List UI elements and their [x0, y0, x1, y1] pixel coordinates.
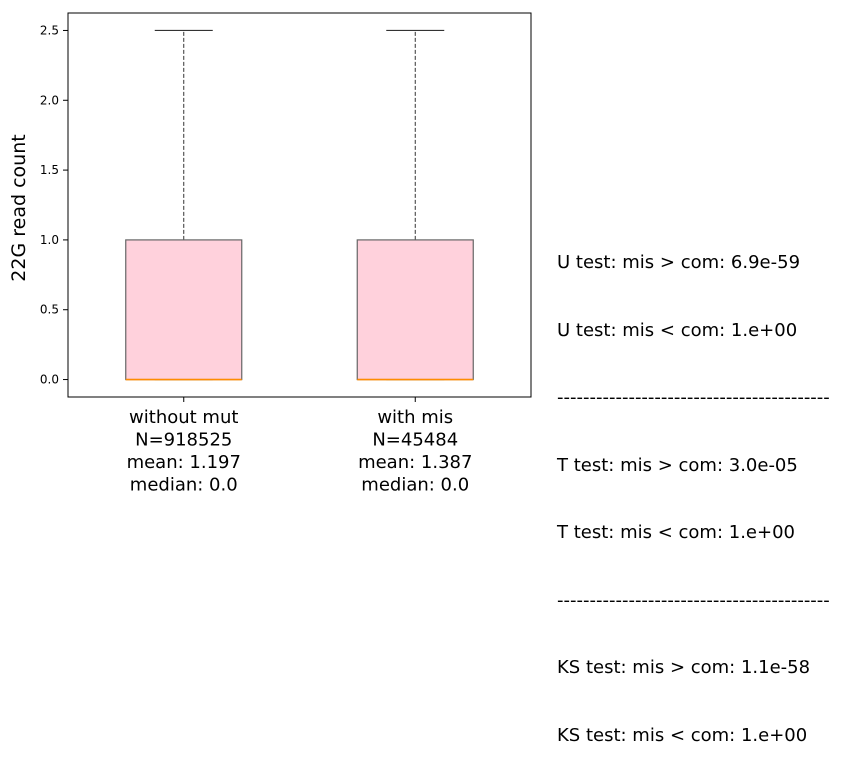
x-tick-label: without mut [129, 407, 238, 428]
ks-test-less: KS test: mis < com: 1.e+00 [557, 724, 808, 746]
u-test-greater: U test: mis > com: 6.9e-59 [557, 252, 801, 273]
y-tick-label: 0.5 [40, 303, 59, 317]
box-plot: 22G read count 0.0 0.5 1.0 1.5 2.0 2.5 without… [8, 12, 532, 496]
separator: ----------------------------------------… [557, 387, 830, 408]
t-test-less: T test: mis < com: 1.e+00 [557, 522, 795, 543]
statistics-panel: U test: mis > com: 6.9e-59 U test: mis <… [557, 207, 830, 770]
box [356, 239, 474, 381]
y-tick-label: 1.0 [40, 233, 59, 247]
x-tick-label: mean: 1.387 [358, 452, 472, 473]
y-tick-label: 2.5 [40, 23, 59, 37]
x-tick-label: with mis [377, 407, 453, 428]
y-tick-label: 1.5 [40, 163, 59, 177]
separator: ----------------------------------------… [557, 589, 830, 611]
u-test-less: U test: mis < com: 1.e+00 [557, 319, 798, 341]
y-tick-label: 0.0 [40, 373, 59, 387]
x-tick-label: median: 0.0 [130, 475, 238, 496]
ks-test-greater: KS test: mis > com: 1.1e-58 [557, 657, 811, 678]
t-test-greater: T test: mis > com: 3.0e-05 [557, 454, 798, 476]
x-tick-label: N=918525 [135, 430, 232, 451]
box [125, 239, 243, 381]
y-tick-label: 2.0 [40, 93, 59, 107]
plot-frame [67, 12, 532, 398]
x-tick-label: mean: 1.197 [127, 452, 241, 473]
y-axis-label: 22G read count [8, 134, 30, 281]
x-tick-label: N=45484 [372, 430, 458, 451]
x-tick-label: median: 0.0 [361, 475, 469, 496]
